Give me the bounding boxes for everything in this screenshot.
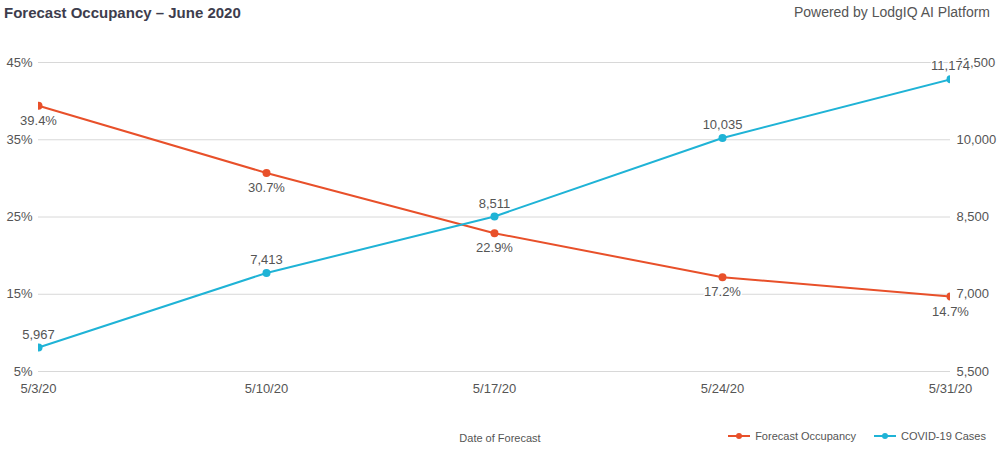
svg-text:45%: 45% — [6, 55, 32, 70]
svg-text:5/17/20: 5/17/20 — [473, 381, 516, 396]
svg-text:39.4%: 39.4% — [20, 113, 57, 128]
svg-text:5%: 5% — [14, 364, 33, 379]
svg-text:11,174: 11,174 — [931, 58, 970, 73]
svg-text:5,967: 5,967 — [22, 327, 55, 342]
svg-text:10,000: 10,000 — [957, 132, 997, 147]
svg-text:8,500: 8,500 — [957, 209, 990, 224]
svg-text:8,511: 8,511 — [479, 196, 511, 211]
svg-text:5,500: 5,500 — [957, 364, 990, 379]
svg-text:10,035: 10,035 — [703, 117, 743, 132]
svg-text:5/3/20: 5/3/20 — [20, 381, 56, 396]
svg-text:30.7%: 30.7% — [248, 180, 285, 195]
svg-text:15%: 15% — [6, 286, 32, 301]
svg-text:5/24/20: 5/24/20 — [701, 381, 744, 396]
svg-text:5/10/20: 5/10/20 — [245, 381, 288, 396]
svg-text:25%: 25% — [6, 209, 32, 224]
svg-text:11,500: 11,500 — [956, 54, 996, 70]
svg-text:7,413: 7,413 — [250, 252, 283, 267]
html-text:COVID-19 Cases: COVID-19 Cases — [901, 430, 986, 442]
svg-text:17.2%: 17.2% — [704, 284, 741, 299]
svg-text:7,000: 7,000 — [957, 286, 990, 301]
svg-text:22.9%: 22.9% — [476, 240, 513, 255]
html-text:Forecast Occupancy – June 2020: Forecast Occupancy – June 2020 — [4, 4, 241, 21]
svg-text:35%: 35% — [6, 132, 32, 147]
svg-text:14.7%: 14.7% — [932, 304, 969, 319]
svg-text:5/31/20: 5/31/20 — [929, 381, 972, 396]
html-text:Powered by LodgIQ AI Platform: Powered by LodgIQ AI Platform — [793, 4, 990, 20]
html-text:Date of Forecast: Date of Forecast — [459, 432, 541, 444]
html-text:Forecast Occupancy: Forecast Occupancy — [755, 430, 856, 442]
